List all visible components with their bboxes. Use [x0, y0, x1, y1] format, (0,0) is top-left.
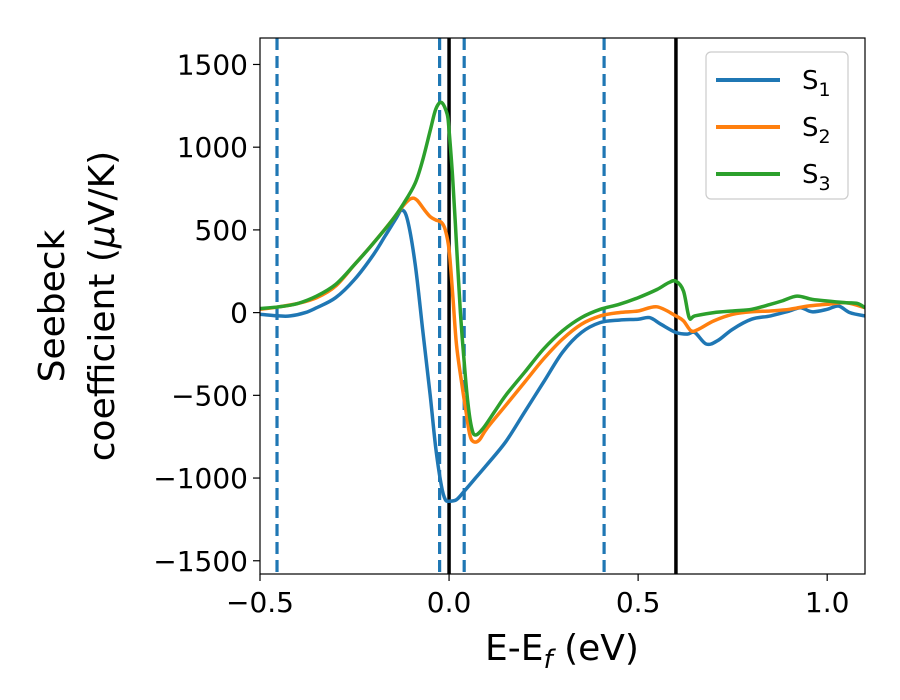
x-tick-label: 0.0 [427, 586, 472, 619]
y-tick-label: 1000 [177, 131, 248, 164]
y-tick-label: 500 [195, 214, 248, 247]
legend: S1 S2 S3 [705, 51, 849, 200]
plot-frame [259, 37, 866, 575]
series-line-s1 [260, 208, 865, 504]
x-tick-label: 1.0 [805, 586, 850, 619]
legend-label-s3: S3 [802, 160, 831, 195]
x-tick-label: −0.5 [226, 586, 294, 619]
legend-label-s2: S2 [802, 113, 831, 148]
y-tick-label: −500 [171, 379, 248, 412]
x-axis: −0.5 0.0 0.5 1.0 [226, 574, 849, 619]
y-tick-label: 1500 [177, 48, 248, 81]
series-line-s2 [260, 196, 865, 444]
y-axis-label-line1: Seebeck [32, 229, 73, 382]
x-axis-label: E-Ef (eV) [485, 628, 639, 675]
series-lines [260, 100, 865, 504]
y-axis-label: Seebeck coefficient (μV/K) [32, 151, 123, 461]
y-axis-label-line2: coefficient (μV/K) [82, 151, 123, 461]
y-tick-label: −1500 [153, 545, 248, 578]
y-tick-label: 0 [230, 297, 248, 330]
series-line-s3 [260, 100, 865, 437]
x-tick-label: 0.5 [616, 586, 661, 619]
y-tick-label: −1000 [153, 462, 248, 495]
legend-label-s1: S1 [802, 66, 831, 101]
y-axis: −1500 −1000 −500 0 500 1000 1500 [153, 48, 260, 578]
